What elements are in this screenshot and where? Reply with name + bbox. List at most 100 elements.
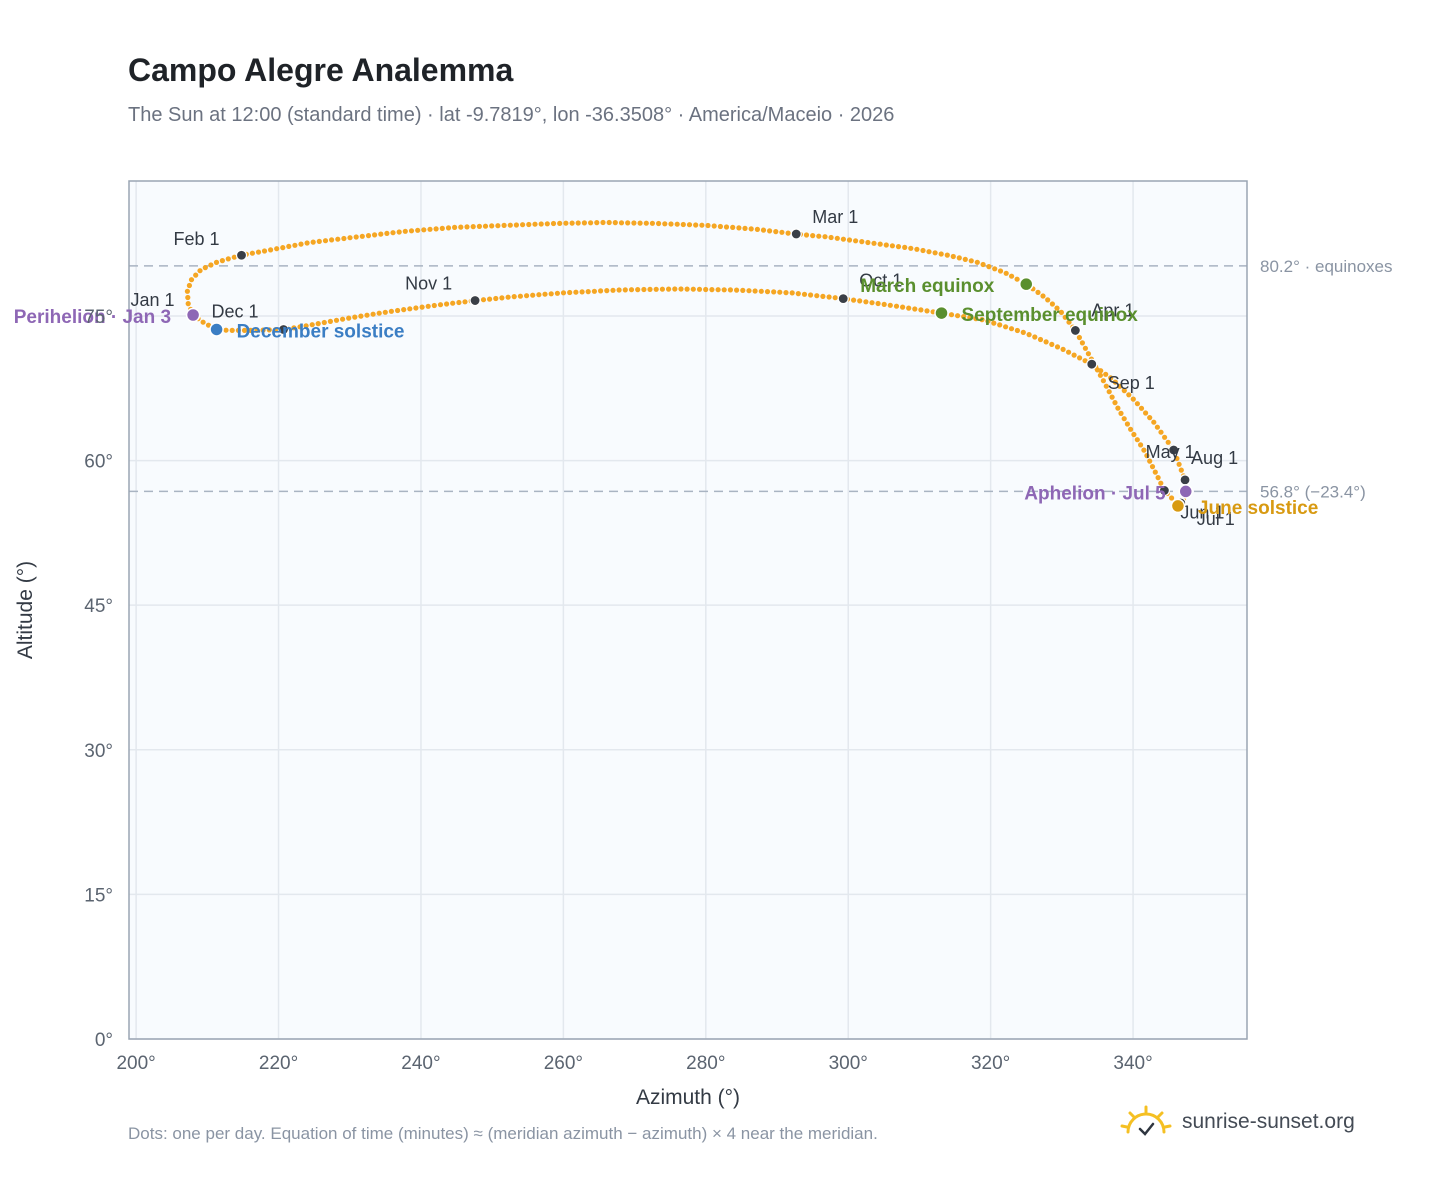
x-tick-label: 220° xyxy=(259,1053,298,1074)
day-dot xyxy=(950,253,956,260)
event-label: September equinox xyxy=(962,305,1139,326)
x-tick-label: 200° xyxy=(116,1053,155,1074)
month-marker-label: Mar 1 xyxy=(812,207,858,227)
day-dot xyxy=(421,227,427,233)
day-dot xyxy=(395,307,401,314)
day-dot xyxy=(548,291,554,297)
day-dot xyxy=(229,327,235,333)
day-dot xyxy=(1121,388,1127,394)
event-label: December solstice xyxy=(237,321,405,342)
day-dot xyxy=(573,289,579,295)
month-marker-label: Oct 1 xyxy=(859,271,902,291)
day-dot xyxy=(758,288,764,294)
day-dot xyxy=(610,287,616,293)
day-dot xyxy=(723,224,730,230)
event-label: March equinox xyxy=(860,276,995,297)
day-dot xyxy=(439,225,445,231)
day-dot xyxy=(225,256,231,262)
day-dot xyxy=(869,300,875,306)
day-dot xyxy=(376,310,382,316)
day-dot xyxy=(1049,301,1055,307)
day-dot xyxy=(353,234,359,240)
day-dot xyxy=(703,286,709,293)
day-dot xyxy=(1043,339,1049,345)
day-dot xyxy=(696,286,703,292)
day-dot xyxy=(1100,378,1106,384)
day-dot xyxy=(736,225,742,231)
day-dot xyxy=(495,223,501,229)
y-tick-label: 45° xyxy=(84,596,113,617)
day-dot xyxy=(1147,415,1153,421)
day-dot xyxy=(499,295,505,301)
day-dot xyxy=(579,289,585,295)
day-dot xyxy=(616,287,622,293)
day-dot xyxy=(895,244,902,250)
day-dot xyxy=(513,222,520,228)
day-dot xyxy=(680,221,686,228)
day-dot xyxy=(213,259,220,265)
day-dot xyxy=(415,227,421,233)
day-dot xyxy=(396,229,402,235)
day-dot xyxy=(511,294,517,300)
day-dot xyxy=(779,229,785,235)
day-dot xyxy=(1124,421,1130,427)
day-dot xyxy=(425,303,431,309)
day-dot xyxy=(333,317,340,323)
day-dot xyxy=(359,233,365,239)
day-dot xyxy=(1014,276,1020,282)
day-dot xyxy=(631,220,637,226)
day-dot xyxy=(1151,419,1157,425)
y-axis-label: Altitude (°) xyxy=(14,561,37,659)
day-dot xyxy=(1176,461,1182,467)
day-dot xyxy=(352,314,358,320)
day-dot xyxy=(693,222,699,228)
day-dot xyxy=(304,240,310,246)
day-dot xyxy=(956,255,962,261)
y-tick-label: 15° xyxy=(84,885,113,906)
day-dot xyxy=(889,243,896,249)
day-dot xyxy=(991,320,997,326)
day-dot xyxy=(588,220,594,226)
day-dot xyxy=(327,318,333,324)
day-dot xyxy=(1079,340,1085,346)
day-dot xyxy=(986,264,992,270)
day-dot xyxy=(678,286,684,292)
day-dot xyxy=(666,286,672,292)
y-tick-label: 0° xyxy=(95,1030,113,1051)
day-dot xyxy=(542,291,548,297)
day-dot xyxy=(550,220,557,227)
day-dot xyxy=(1112,400,1118,406)
day-dot xyxy=(606,219,612,226)
day-dot xyxy=(893,303,900,309)
day-dot xyxy=(635,287,641,293)
day-dot xyxy=(908,245,914,251)
day-dot xyxy=(248,327,254,333)
day-dot xyxy=(746,288,752,294)
day-dot xyxy=(1045,297,1051,303)
day-dot xyxy=(906,305,912,311)
day-dot xyxy=(1178,467,1184,473)
day-dot xyxy=(859,239,865,245)
day-dot xyxy=(649,220,656,226)
month-marker-label: Apr 1 xyxy=(1091,300,1134,320)
x-tick-label: 320° xyxy=(971,1053,1010,1074)
day-dot xyxy=(1066,349,1072,355)
day-dot xyxy=(476,223,482,229)
day-dot xyxy=(482,223,489,229)
day-dot xyxy=(249,250,255,256)
reference-line-label: 80.2° · equinoxes xyxy=(1260,257,1393,276)
day-dot xyxy=(208,262,214,268)
day-dot xyxy=(575,220,581,226)
day-dot xyxy=(699,222,705,228)
day-dot xyxy=(1154,424,1160,430)
day-dot xyxy=(1162,434,1168,440)
day-dot xyxy=(1035,289,1041,295)
month-marker-dot xyxy=(1158,484,1170,497)
month-marker-dot xyxy=(1069,324,1081,337)
day-dot xyxy=(1108,375,1114,381)
day-dot xyxy=(197,268,203,274)
brand-logo[interactable]: sunrise-sunset.org xyxy=(1120,1104,1355,1140)
day-dot xyxy=(205,322,212,328)
day-dot xyxy=(997,268,1004,274)
day-dot xyxy=(544,221,550,227)
